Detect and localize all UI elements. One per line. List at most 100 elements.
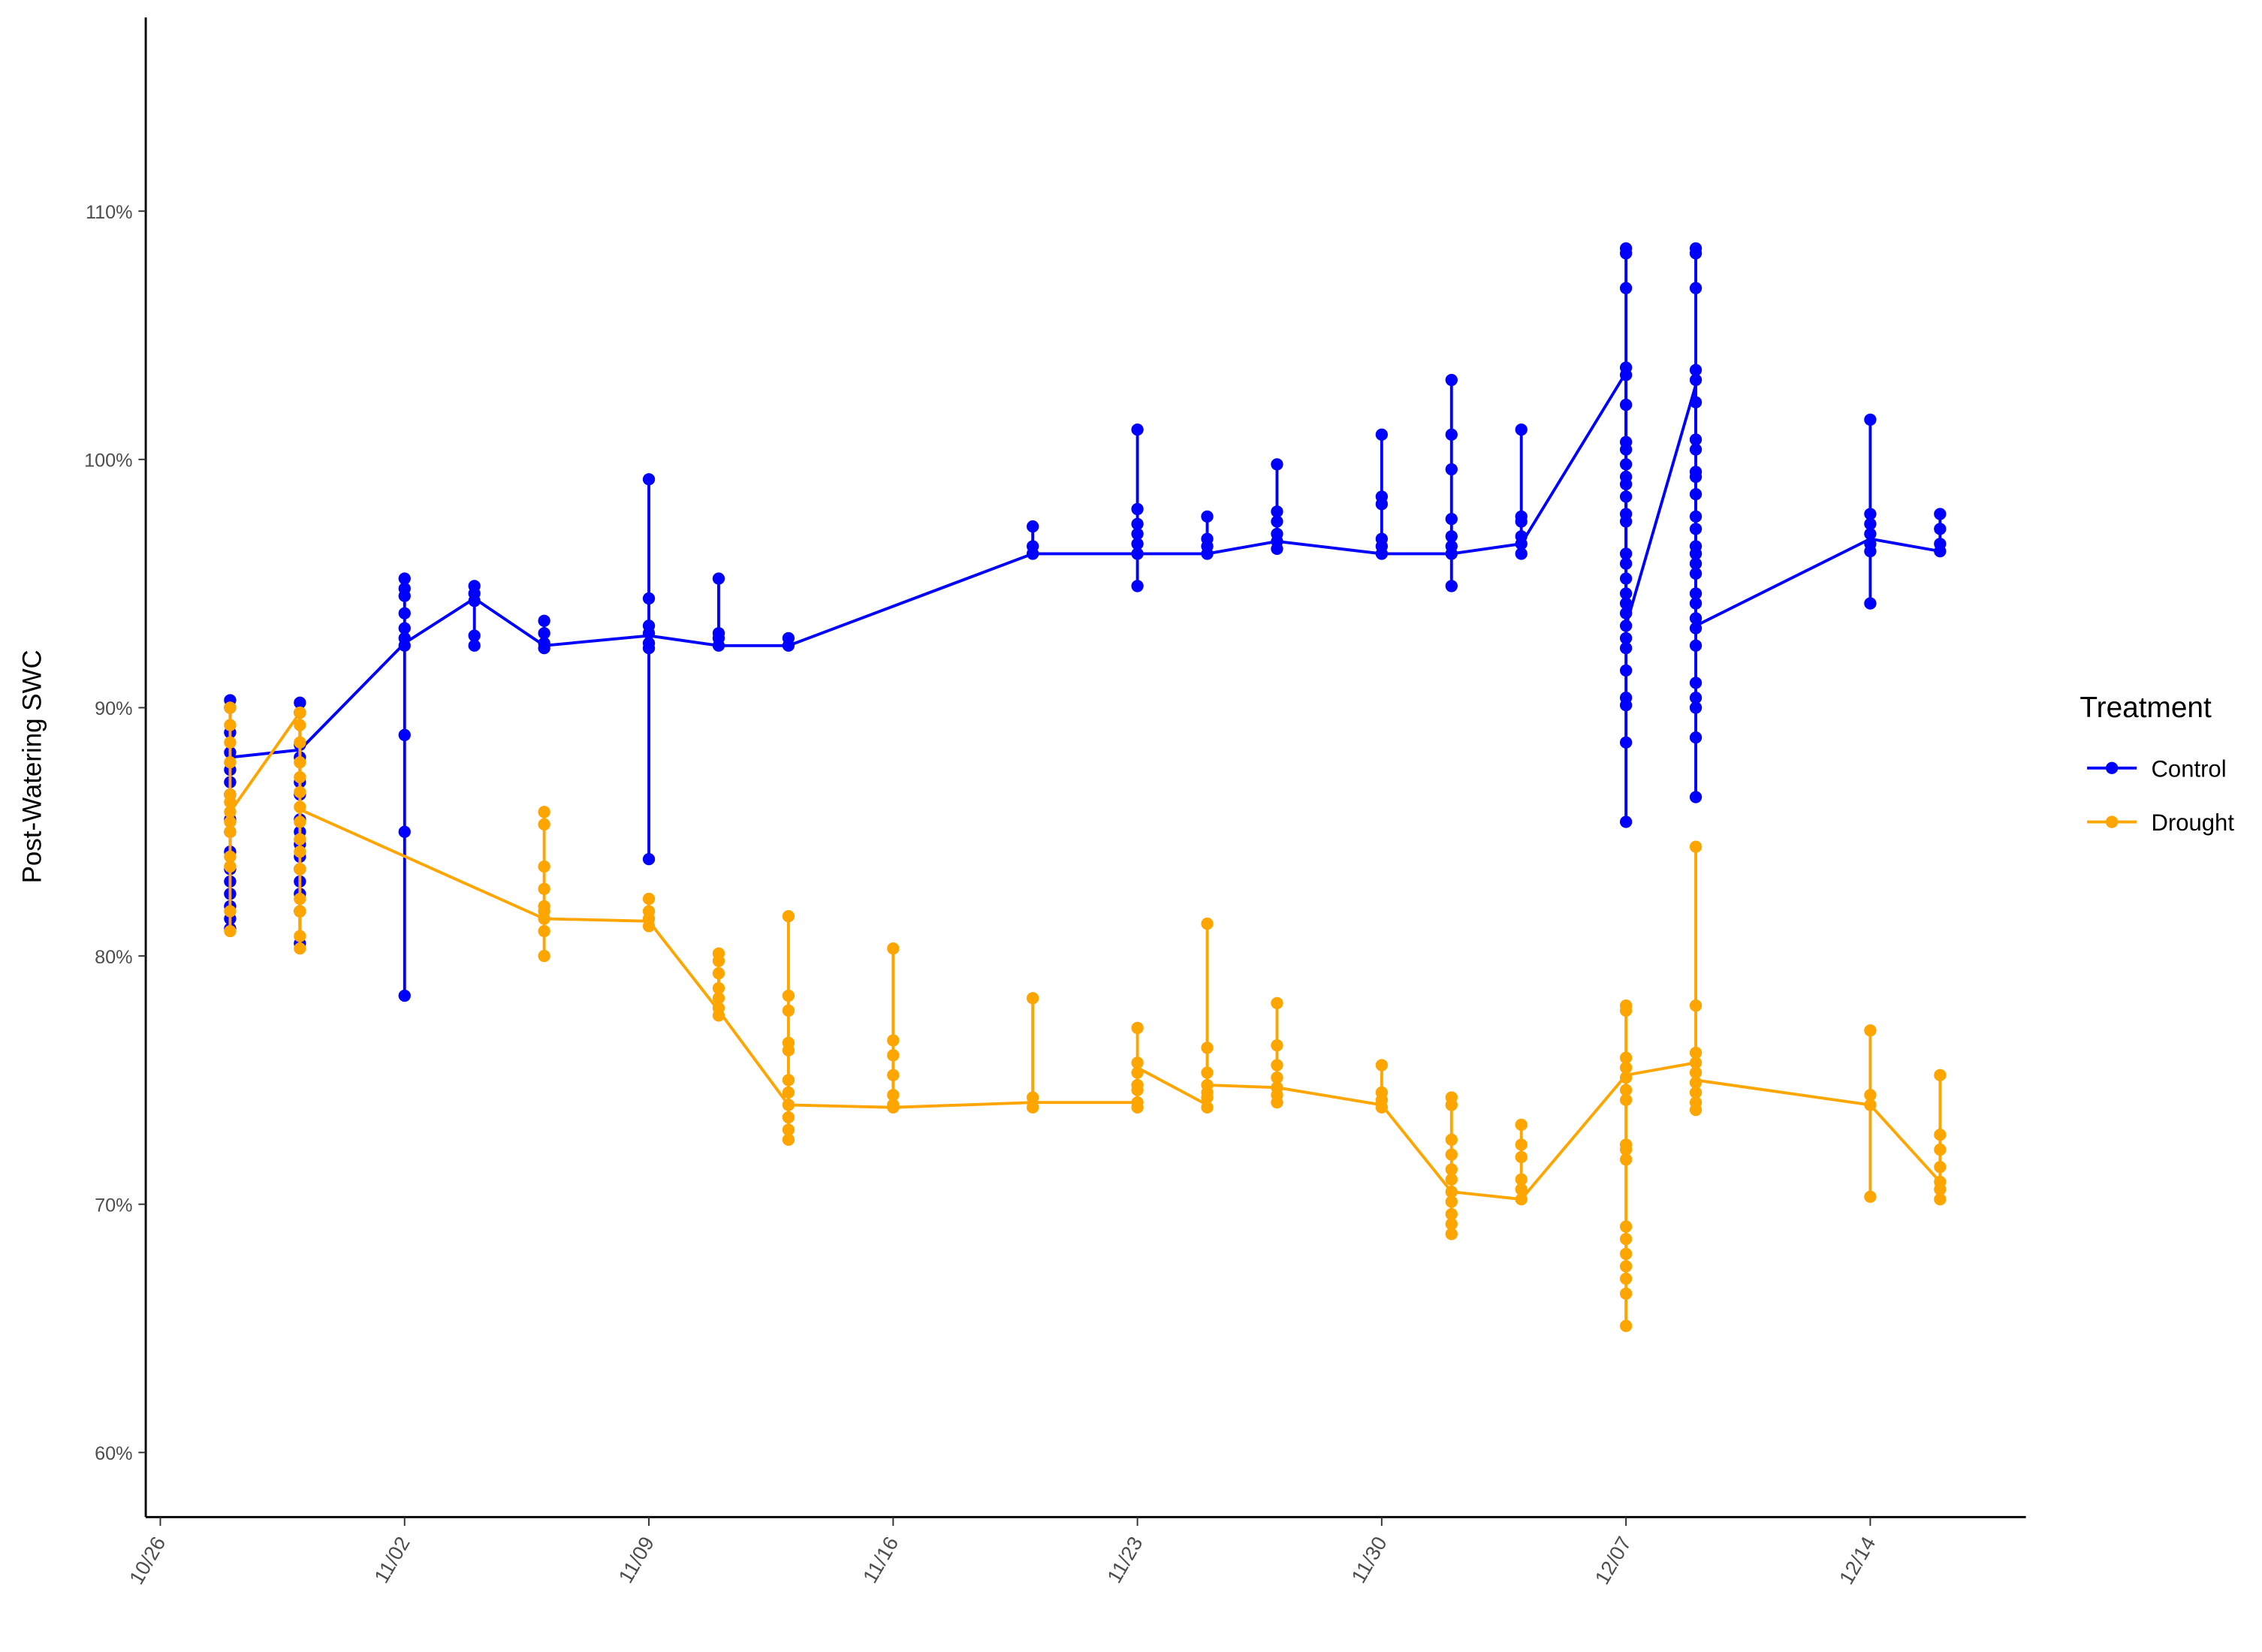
point <box>224 815 237 828</box>
point <box>1619 664 1633 677</box>
point <box>782 1111 795 1124</box>
point <box>224 825 237 838</box>
point <box>1201 917 1214 930</box>
point <box>1131 580 1144 592</box>
point <box>782 1074 795 1087</box>
point <box>1619 572 1633 585</box>
point <box>294 696 306 709</box>
point <box>1934 544 1947 558</box>
point <box>1445 1133 1458 1146</box>
point <box>294 706 306 719</box>
point <box>1027 547 1039 560</box>
point <box>1515 547 1528 560</box>
point <box>782 1099 795 1111</box>
point <box>1689 373 1703 387</box>
point <box>642 920 656 933</box>
point <box>294 833 306 846</box>
point <box>1201 510 1214 523</box>
point <box>1934 508 1947 520</box>
point <box>1131 423 1144 436</box>
point <box>712 981 725 995</box>
point <box>887 1049 900 1062</box>
point <box>398 572 411 585</box>
point <box>1619 1272 1633 1286</box>
point <box>1689 247 1703 260</box>
point <box>782 1133 795 1146</box>
point <box>1445 1217 1458 1231</box>
point <box>294 942 306 955</box>
legend-label: Drought <box>2152 809 2235 836</box>
point <box>398 989 411 1002</box>
point <box>1934 1143 1947 1156</box>
point <box>224 860 237 873</box>
point <box>1689 567 1703 580</box>
point <box>1619 632 1633 645</box>
point <box>294 905 306 918</box>
point <box>712 954 725 967</box>
point <box>1619 547 1633 560</box>
point <box>1619 443 1633 456</box>
point <box>782 1123 795 1136</box>
y-tick-label: 60% <box>95 1443 132 1464</box>
point <box>1619 247 1633 260</box>
point <box>1689 363 1703 376</box>
point <box>642 892 656 906</box>
point <box>1515 1192 1528 1206</box>
y-axis-title: Post-Watering SWC <box>17 650 47 883</box>
point <box>712 572 725 585</box>
point <box>398 728 411 741</box>
point <box>1619 478 1633 491</box>
point <box>1864 1089 1877 1102</box>
point <box>1375 1059 1388 1072</box>
point <box>1271 1071 1283 1084</box>
point <box>1619 398 1633 411</box>
point <box>1689 677 1703 689</box>
point <box>642 641 656 655</box>
point <box>294 756 306 769</box>
point <box>1689 731 1703 744</box>
point <box>1445 1173 1458 1186</box>
point <box>1201 1066 1214 1079</box>
point <box>1689 622 1703 635</box>
point <box>538 627 550 640</box>
point <box>1271 996 1283 1010</box>
point <box>1689 639 1703 652</box>
point <box>1689 1076 1703 1089</box>
point <box>1689 1057 1703 1069</box>
point <box>887 1101 900 1114</box>
point <box>538 860 550 873</box>
point <box>782 1086 795 1099</box>
point <box>1445 428 1458 441</box>
point <box>1934 1192 1947 1206</box>
legend-marker <box>2105 815 2119 828</box>
point <box>1619 1051 1633 1064</box>
point <box>782 1004 795 1017</box>
point <box>1375 498 1388 511</box>
point <box>712 967 725 980</box>
point <box>1619 597 1633 610</box>
point <box>1619 698 1633 712</box>
point <box>887 1034 900 1047</box>
point <box>398 622 411 635</box>
point <box>1619 607 1633 620</box>
x-tick-label: 11/09 <box>614 1533 659 1587</box>
point <box>1131 1078 1144 1092</box>
point <box>1445 1207 1458 1221</box>
point <box>1689 443 1703 456</box>
point <box>1864 413 1877 427</box>
point <box>1864 508 1877 520</box>
point <box>1689 396 1703 408</box>
point <box>1515 1138 1528 1151</box>
point <box>538 818 550 831</box>
x-tick-label: 10/26 <box>125 1533 170 1588</box>
y-tick-label: 70% <box>95 1195 132 1216</box>
point <box>1445 373 1458 387</box>
point <box>1864 1024 1877 1037</box>
point <box>782 989 795 1002</box>
point <box>1619 1071 1633 1084</box>
point <box>1934 1128 1947 1141</box>
point <box>538 882 550 895</box>
point <box>1271 515 1283 528</box>
point <box>1934 1160 1947 1174</box>
point <box>1515 1183 1528 1196</box>
